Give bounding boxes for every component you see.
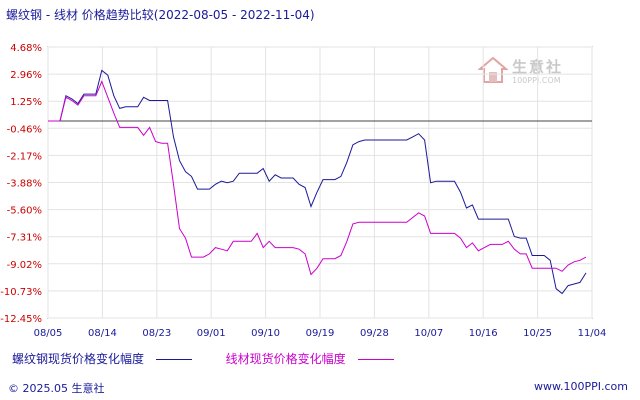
x-tick-label: 11/04	[578, 328, 607, 339]
x-tick-label: 09/01	[197, 328, 226, 339]
site-link[interactable]: www.100PPI.com	[534, 380, 628, 393]
x-tick-label: 09/10	[251, 328, 280, 339]
x-tick-label: 10/07	[414, 328, 443, 339]
y-tick-label: -12.45%	[0, 314, 42, 325]
chart-legend: 螺纹钢现货价格变化幅度 线材现货价格变化幅度	[12, 350, 394, 367]
legend-label-series-1: 螺纹钢现货价格变化幅度	[12, 352, 145, 366]
x-tick-label: 10/16	[469, 328, 498, 339]
y-tick-label: 2.96%	[10, 70, 42, 81]
legend-line-series-2	[357, 359, 394, 360]
x-tick-label: 10/25	[523, 328, 552, 339]
legend-label-series-2: 线材现货价格变化幅度	[225, 352, 346, 366]
y-tick-label: -7.31%	[7, 233, 42, 244]
x-tick-label: 08/23	[142, 328, 171, 339]
watermark-url: 100PPI.COM	[512, 76, 561, 85]
watermark-name: 生意社	[512, 58, 564, 76]
y-tick-label: -3.88%	[7, 179, 42, 190]
y-tick-label: -10.73%	[0, 287, 42, 298]
y-tick-label: 4.68%	[10, 43, 42, 54]
y-tick-label: 1.25%	[10, 97, 42, 108]
chart-title: 螺纹钢 - 线材 价格趋势比较(2022-08-05 - 2022-11-04)	[6, 8, 315, 22]
series-line-2	[48, 80, 587, 276]
x-tick-label: 08/14	[88, 328, 117, 339]
x-tick-label: 09/19	[306, 328, 335, 339]
x-tick-label: 08/05	[34, 328, 63, 339]
y-tick-label: -0.46%	[7, 124, 42, 135]
legend-line-series-1	[155, 359, 192, 360]
y-tick-label: -5.60%	[7, 206, 42, 217]
y-tick-label: -2.17%	[7, 151, 42, 162]
y-tick-label: -9.02%	[7, 260, 42, 271]
series-line-1	[48, 69, 587, 295]
copyright-text: © 2025.05 生意社	[8, 382, 105, 395]
x-tick-label: 09/28	[360, 328, 389, 339]
